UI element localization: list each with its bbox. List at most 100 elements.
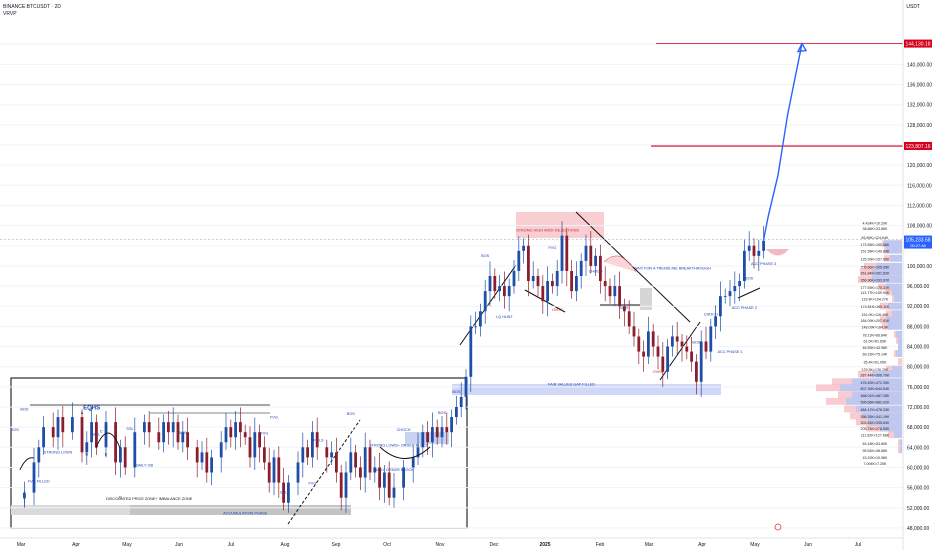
volume-bar-buy	[896, 330, 902, 338]
chart-annotation: FVG FILLED	[28, 480, 50, 484]
y-tick-label: 84,000.00	[907, 345, 929, 351]
candle	[282, 482, 285, 503]
chart-annotation: OVRS	[653, 370, 664, 374]
candle	[623, 306, 626, 312]
currency-label[interactable]: USDT	[906, 4, 920, 10]
volume-profile-label: 38.86K×33.86K	[863, 227, 888, 231]
candle	[613, 286, 617, 297]
volume-profile-label: 287.44K×306.79K	[861, 373, 890, 377]
candle	[675, 336, 679, 342]
y-tick-label: 140,000.00	[907, 62, 932, 68]
indicator-label[interactable]: VRVP	[3, 11, 17, 17]
candle	[378, 467, 381, 488]
candle	[474, 326, 477, 328]
level-price-tag	[904, 141, 932, 150]
candle	[570, 270, 573, 292]
volume-profile-label: 83.89K×124.64K	[862, 236, 889, 240]
candle	[42, 427, 45, 448]
y-tick-label: 52,000.00	[907, 506, 929, 512]
candle	[512, 270, 516, 287]
chart-annotation: BOS	[692, 341, 700, 345]
consolidation-zone	[640, 288, 652, 310]
candle	[167, 422, 170, 433]
candle	[234, 422, 237, 438]
volume-bar-buy	[888, 322, 902, 330]
candle	[728, 291, 732, 297]
volume-bar-buy	[856, 405, 902, 413]
volume-bar-buy	[888, 302, 902, 310]
chart-annotation: CHOCH	[704, 312, 718, 316]
chart-annotation: ACCUMULATION PHASE	[223, 511, 267, 515]
chart-annotation: WAIT FOR A TRENDLINE BREAKTHROUGH	[634, 266, 711, 270]
candle	[80, 417, 84, 453]
x-tick-label: Jun	[175, 542, 183, 548]
volume-profile-label: 595.66K×682.02K	[861, 400, 890, 404]
candle	[762, 240, 765, 251]
candle	[503, 286, 506, 297]
chart-annotation: EQHS	[83, 406, 100, 412]
volume-bar-buy	[886, 246, 902, 254]
candle	[119, 447, 122, 463]
candle	[301, 447, 305, 463]
candle	[402, 467, 405, 488]
volume-profile-label: 177.59K×175.31K	[861, 286, 890, 290]
candle	[546, 281, 549, 302]
candle	[632, 326, 636, 337]
candle	[699, 341, 703, 382]
candle	[248, 437, 252, 458]
candle	[349, 452, 353, 473]
chart-annotation: BOS	[11, 428, 19, 432]
candle	[627, 311, 631, 327]
y-tick-label: 136,000.00	[907, 83, 932, 89]
chart-annotation: FVG	[548, 246, 556, 250]
event-marker-icon	[774, 523, 782, 531]
volume-bar-buy	[898, 337, 902, 344]
volume-bar-buy	[900, 446, 902, 454]
candle	[186, 432, 189, 448]
volume-profile-label: 69.23K×75.14K	[863, 353, 888, 357]
candle	[541, 286, 545, 302]
symbol-title[interactable]: BINANCE:BTCUSDT · 2D	[3, 4, 61, 10]
volume-profile-label: 468.01K×467.28K	[861, 394, 890, 398]
candle	[210, 457, 213, 473]
volume-profile-label: 261.84K×261.52K	[861, 271, 890, 275]
candle	[287, 482, 290, 503]
chart-annotation: DAILY OB	[136, 463, 154, 467]
candle	[354, 452, 357, 468]
candle	[95, 422, 98, 448]
x-tick-label: Jul	[228, 542, 234, 548]
candle	[315, 432, 319, 448]
chart-annotation: SSL	[93, 433, 100, 437]
eqhs-arc	[95, 432, 121, 449]
candle	[363, 447, 367, 478]
y-tick-label: 68,000.00	[907, 425, 929, 431]
price-tag-text: 123,807.16	[905, 144, 930, 150]
candle	[296, 462, 300, 483]
level-price-tag	[904, 39, 932, 48]
candle	[37, 447, 41, 463]
chart-annotation: STRONG LOWS	[44, 450, 73, 454]
candle	[455, 407, 458, 418]
price-tag-countdown: 05:27:48	[910, 243, 926, 248]
x-tick-label: Sep	[332, 542, 341, 548]
fvg-filled-zone	[452, 384, 721, 395]
chart-annotation: C	[100, 430, 103, 434]
candle	[224, 427, 228, 443]
volume-bar-buy	[868, 418, 902, 426]
candle	[589, 245, 593, 266]
price-tag-text: 105,233.58	[905, 238, 930, 244]
chart-annotation: SFT LS	[311, 438, 324, 442]
candle	[306, 447, 309, 458]
y-tick-label: 132,000.00	[907, 103, 932, 109]
candle	[435, 427, 439, 438]
candle	[258, 432, 261, 448]
price-tag-text: 144,130.18	[905, 42, 930, 48]
candle	[133, 432, 137, 468]
candle	[157, 432, 161, 443]
candle	[23, 492, 26, 498]
candle	[171, 422, 175, 433]
volume-bar-buy	[840, 384, 902, 392]
x-tick-label: Mar	[17, 542, 26, 548]
candle	[325, 447, 329, 458]
